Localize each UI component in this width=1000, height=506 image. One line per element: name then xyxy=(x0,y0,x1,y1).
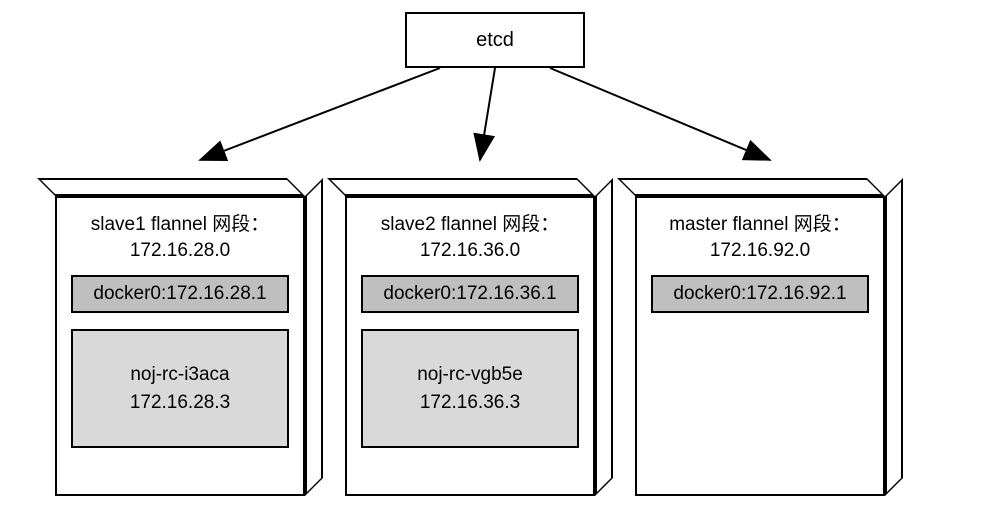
pod-name: noj-rc-i3aca xyxy=(77,361,283,389)
node-side-face xyxy=(885,178,903,496)
docker-label: docker0:172.16.36.1 xyxy=(383,283,556,304)
etcd-label: etcd xyxy=(476,29,514,52)
docker-label: docker0:172.16.28.1 xyxy=(93,283,266,304)
edge-etcd-slave2 xyxy=(480,68,495,160)
node-front-face: master flannel 网段：172.16.92.0 docker0:172… xyxy=(635,196,885,496)
diagram-canvas: etcd slave1 flannel 网段：172.16.28.0 docker… xyxy=(0,0,1000,506)
node-title-line2: 172.16.28.0 xyxy=(71,238,289,264)
node-slave2: slave2 flannel 网段：172.16.36.0 docker0:172… xyxy=(345,178,613,496)
node-master: master flannel 网段：172.16.92.0 docker0:172… xyxy=(635,178,903,496)
node-top-face xyxy=(617,178,885,196)
node-top-face xyxy=(37,178,305,196)
node-title-line2: 172.16.92.0 xyxy=(651,238,869,264)
pod-box: noj-rc-i3aca172.16.28.3 xyxy=(71,329,289,448)
node-front-face: slave1 flannel 网段：172.16.28.0 docker0:172… xyxy=(55,196,305,496)
node-title-line1: master flannel 网段： xyxy=(651,212,869,238)
node-title-line1: slave1 flannel 网段： xyxy=(71,212,289,238)
node-title-line2: 172.16.36.0 xyxy=(361,238,579,264)
node-slave1: slave1 flannel 网段：172.16.28.0 docker0:172… xyxy=(55,178,323,496)
node-front-face: slave2 flannel 网段：172.16.36.0 docker0:172… xyxy=(345,196,595,496)
pod-box: noj-rc-vgb5e172.16.36.3 xyxy=(361,329,579,448)
docker-bar: docker0:172.16.36.1 xyxy=(361,275,579,313)
node-title: master flannel 网段：172.16.92.0 xyxy=(651,212,869,263)
node-title: slave2 flannel 网段：172.16.36.0 xyxy=(361,212,579,263)
docker-bar: docker0:172.16.92.1 xyxy=(651,275,869,313)
edge-etcd-master xyxy=(550,68,770,160)
pod-ip: 172.16.28.3 xyxy=(77,389,283,417)
pod-ip: 172.16.36.3 xyxy=(367,389,573,417)
node-top-face xyxy=(327,178,595,196)
etcd-box: etcd xyxy=(405,12,585,68)
edge-etcd-slave1 xyxy=(200,68,440,160)
pod-name: noj-rc-vgb5e xyxy=(367,361,573,389)
node-title: slave1 flannel 网段：172.16.28.0 xyxy=(71,212,289,263)
node-side-face xyxy=(595,178,613,496)
docker-label: docker0:172.16.92.1 xyxy=(673,283,846,304)
node-side-face xyxy=(305,178,323,496)
node-title-line1: slave2 flannel 网段： xyxy=(361,212,579,238)
docker-bar: docker0:172.16.28.1 xyxy=(71,275,289,313)
